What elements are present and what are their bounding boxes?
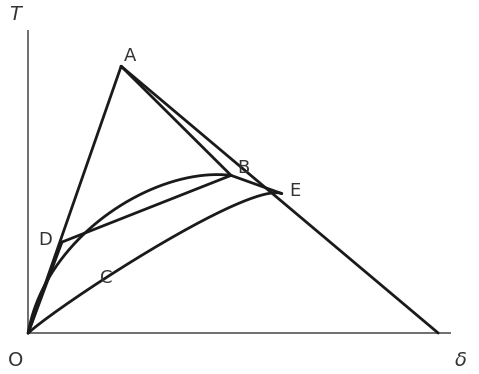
Text: B: B	[237, 159, 249, 177]
Text: D: D	[38, 231, 52, 249]
Text: C: C	[100, 269, 113, 287]
Text: E: E	[289, 182, 300, 200]
Text: A: A	[124, 47, 136, 65]
Text: δ: δ	[455, 351, 467, 370]
Text: O: O	[8, 351, 23, 370]
Text: T: T	[10, 5, 22, 24]
